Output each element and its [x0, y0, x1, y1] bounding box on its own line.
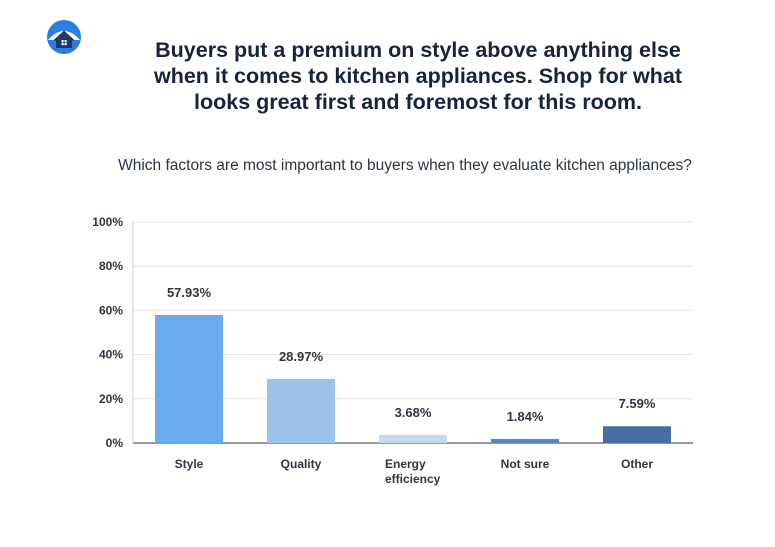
survey-question: Which factors are most important to buye…	[118, 157, 692, 174]
y-tick-label: 80%	[99, 259, 123, 273]
data-label: 3.68%	[395, 405, 432, 420]
headline-line: when it comes to kitchen appliances. Sho…	[153, 64, 683, 88]
data-label: 1.84%	[507, 409, 544, 424]
x-tick-label: Energy efficiency	[385, 457, 441, 486]
bar	[379, 434, 447, 443]
x-tick-label: Quality	[281, 457, 322, 471]
bar	[491, 438, 559, 443]
data-label: 7.59%	[619, 396, 656, 411]
headline: Buyers put a premium on style above anyt…	[98, 37, 738, 115]
y-tick-label: 40%	[99, 348, 123, 362]
house-cloud-logo-icon	[47, 20, 81, 54]
headline-line: Buyers put a premium on style above anyt…	[155, 38, 681, 62]
y-tick-label: 0%	[106, 436, 124, 450]
x-tick-label: Other	[621, 457, 653, 471]
y-tick-label: 20%	[99, 392, 123, 406]
bar	[155, 314, 223, 443]
y-tick-label: 60%	[99, 303, 123, 317]
x-tick-label: Not sure	[501, 457, 550, 471]
data-label: 57.93%	[167, 285, 212, 300]
headline-line: looks great first and foremost for this …	[194, 90, 642, 114]
data-label: 28.97%	[279, 349, 324, 364]
bar	[603, 426, 671, 443]
x-tick-label: Style	[175, 457, 204, 471]
bar	[267, 378, 335, 443]
y-tick-label: 100%	[92, 215, 123, 229]
